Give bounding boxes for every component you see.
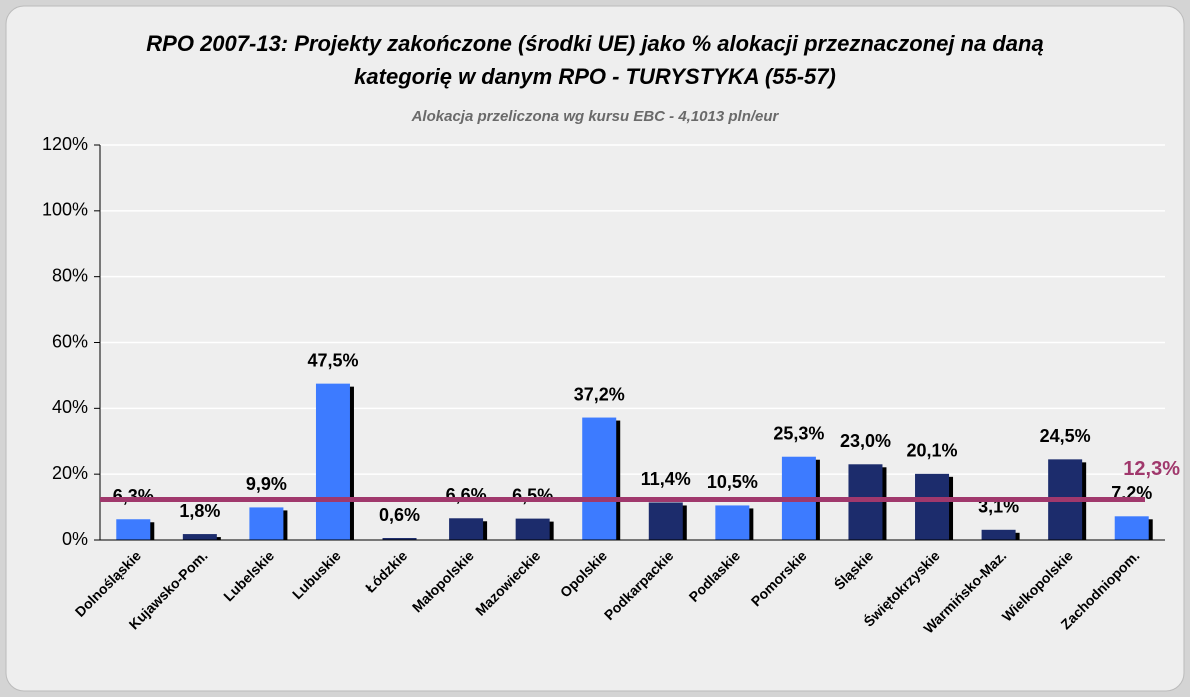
bar: [648, 502, 683, 540]
data-label: 23,0%: [840, 431, 891, 451]
bar: [915, 473, 950, 540]
data-label: 20,1%: [907, 441, 958, 461]
data-label: 9,9%: [246, 474, 287, 494]
bar: [382, 538, 417, 540]
y-tick-label: 40%: [52, 397, 88, 417]
data-label: 6,6%: [446, 485, 487, 505]
bar: [715, 505, 750, 540]
bar: [315, 383, 350, 540]
y-tick-label: 120%: [42, 134, 88, 154]
y-tick-label: 0%: [62, 529, 88, 549]
average-label: 12,3%: [1123, 458, 1180, 480]
bar: [116, 519, 151, 540]
data-label: 6,5%: [512, 485, 553, 505]
bar: [449, 518, 484, 540]
bar: [182, 534, 217, 540]
data-label: 10,5%: [707, 472, 758, 492]
data-label: 37,2%: [574, 384, 625, 404]
y-tick-label: 80%: [52, 265, 88, 285]
data-label: 24,5%: [1040, 426, 1091, 446]
y-tick-label: 100%: [42, 200, 88, 220]
data-label: 25,3%: [773, 423, 824, 443]
data-label: 6,3%: [113, 486, 154, 506]
y-tick-label: 60%: [52, 331, 88, 351]
data-label: 11,4%: [641, 469, 691, 489]
bar: [848, 464, 883, 540]
chart-panel: [5, 5, 1185, 692]
bar: [249, 507, 284, 540]
chart-title: RPO 2007-13: Projekty zakończone (środki…: [146, 31, 1043, 56]
bar: [582, 417, 617, 540]
data-label: 1,8%: [179, 501, 220, 521]
chart-subtitle: Alokacja przeliczona wg kursu EBC - 4,10…: [411, 108, 780, 125]
bar: [515, 518, 550, 540]
bar: [1114, 516, 1149, 540]
data-label: 0,6%: [379, 505, 420, 525]
y-tick-label: 20%: [52, 463, 88, 483]
bar: [981, 529, 1016, 540]
data-label: 47,5%: [307, 350, 358, 370]
chart-title: kategorię w danym RPO - TURYSTYKA (55-57…: [354, 64, 836, 89]
